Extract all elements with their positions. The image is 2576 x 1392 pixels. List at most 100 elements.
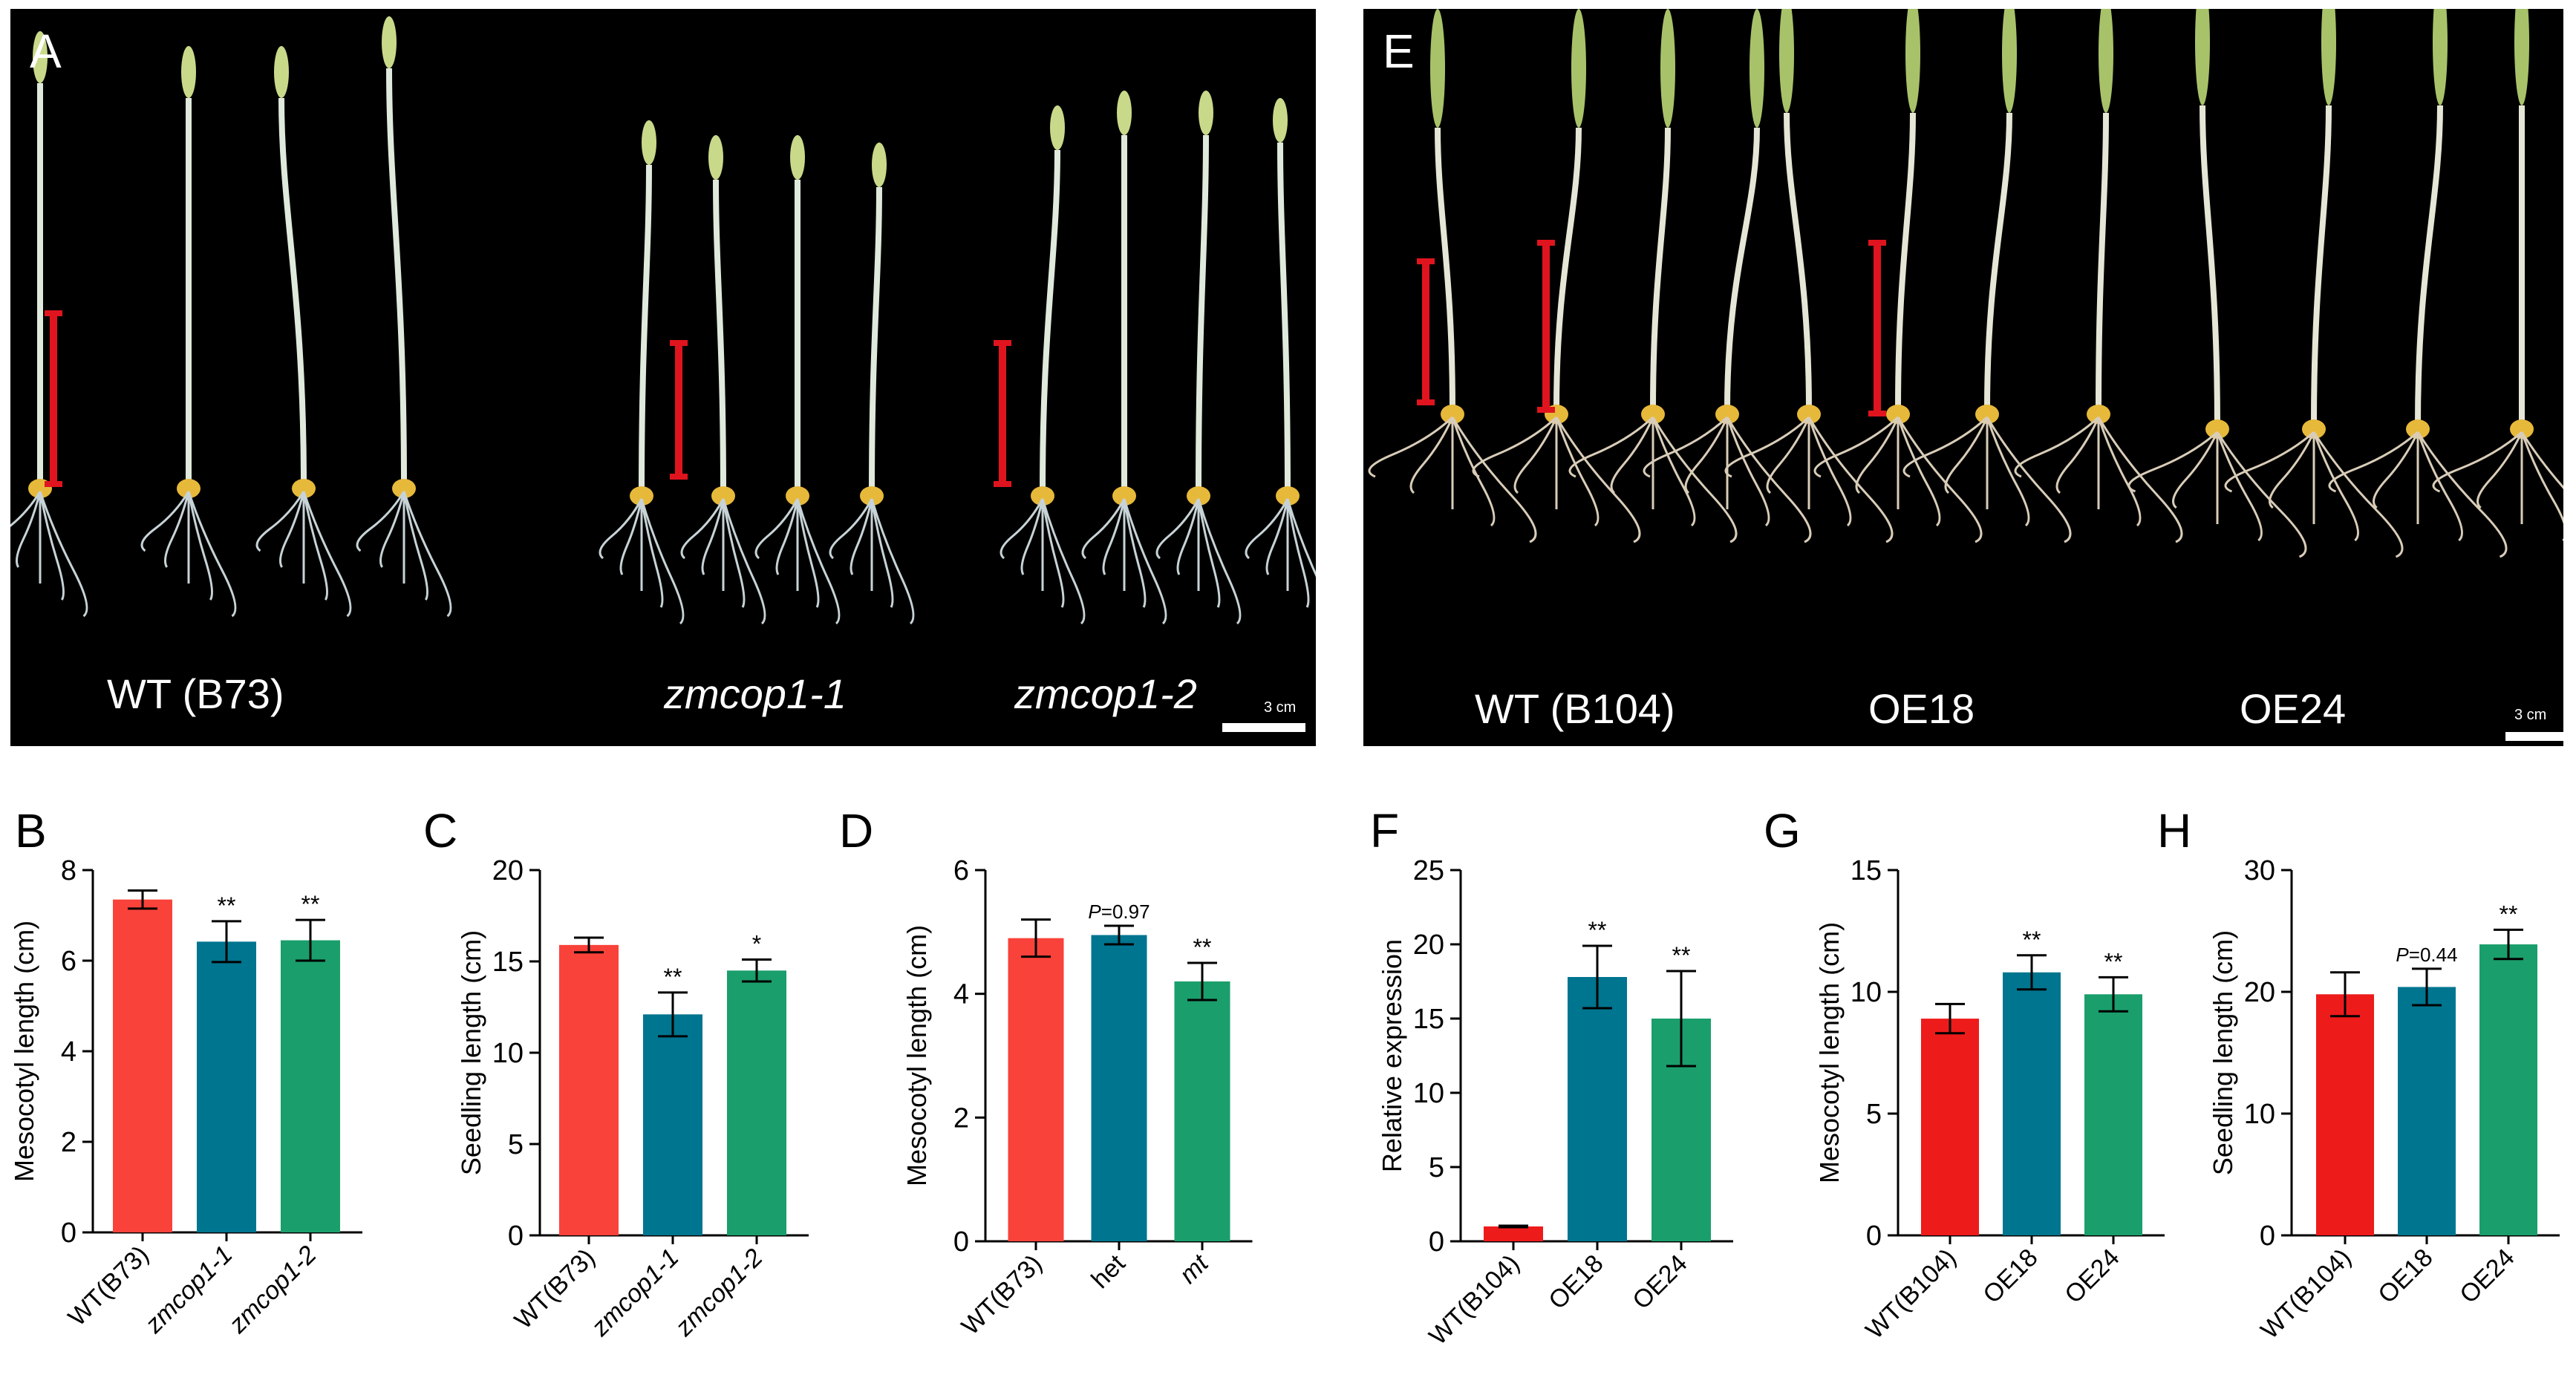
root <box>1651 416 1696 527</box>
root <box>1451 416 1537 543</box>
seedling <box>1245 98 1316 608</box>
leaf <box>33 31 48 83</box>
y-tick-label: 10 <box>1413 1078 1444 1109</box>
root <box>1265 498 1289 575</box>
root <box>1000 498 1044 560</box>
seedling <box>1081 91 1167 625</box>
y-tick-label: 10 <box>492 1038 524 1069</box>
y-tick-label: 0 <box>2260 1221 2275 1252</box>
root <box>599 498 643 560</box>
chart-h-seedling: 0 10 20 30 Seedling length (cm) WT(B104) P=0.4… <box>2208 855 2560 1344</box>
root <box>1041 498 1086 625</box>
significance-label: ** <box>218 892 236 919</box>
leaf <box>1050 105 1065 150</box>
leaf <box>382 16 397 68</box>
y-tick-label: 20 <box>2244 977 2275 1008</box>
bar <box>1091 935 1147 1241</box>
label-oe24: OE24 <box>2240 685 2347 732</box>
root <box>1472 416 1558 478</box>
seedling <box>140 46 237 618</box>
label-zmcop1-1: zmcop1-1 <box>664 670 847 717</box>
y-axis-label: Mesocotyl length (cm) <box>901 925 932 1186</box>
root <box>1643 416 1729 478</box>
stem <box>1277 142 1291 492</box>
y-tick-label: 5 <box>1866 1099 1882 1130</box>
seed <box>630 486 653 506</box>
x-category-label: WT(B104) <box>1424 1249 1525 1350</box>
seedling <box>1568 9 1738 543</box>
stem <box>869 186 882 492</box>
root <box>2014 416 2100 478</box>
chart-g-mesocotyl: 0 5 10 15 Mesocotyl length (cm) WT(B104) ** OE1… <box>1814 855 2165 1344</box>
x-category-label: WT(B104) <box>2255 1244 2356 1344</box>
seed <box>1112 486 1136 506</box>
x-category-label: het <box>1086 1249 1131 1294</box>
seed <box>786 486 809 506</box>
y-tick-label: 20 <box>492 855 524 886</box>
y-tick-label: 25 <box>1413 855 1444 886</box>
y-tick-label: 20 <box>1413 929 1444 961</box>
root <box>2224 431 2315 493</box>
root <box>640 498 685 625</box>
x-category-label: mt <box>1174 1249 1215 1290</box>
x-category-label: zmcop1-2 <box>224 1241 322 1339</box>
significance-label: ** <box>2500 901 2518 927</box>
stem <box>278 97 307 485</box>
root <box>302 491 328 601</box>
root <box>2172 431 2219 509</box>
leaf <box>1660 9 1675 128</box>
label-wt-b104: WT (B104) <box>1475 685 1675 732</box>
root <box>2416 431 2463 542</box>
root <box>1726 416 1770 527</box>
seedling <box>2014 9 2183 543</box>
root <box>1513 416 1558 494</box>
bar <box>1921 1019 1979 1235</box>
root <box>1555 416 1600 527</box>
root <box>1651 416 1738 543</box>
root <box>870 498 894 608</box>
significance-label: ** <box>301 891 320 918</box>
root <box>2097 416 2183 543</box>
root <box>850 498 873 575</box>
y-axis-label: Mesocotyl length (cm) <box>9 921 39 1182</box>
seed <box>1276 486 1300 506</box>
bar <box>1484 1226 1543 1241</box>
significance-label: ** <box>2023 927 2041 953</box>
root <box>1766 416 1810 494</box>
panel-letter-b: B <box>15 804 47 857</box>
y-tick-label: 6 <box>61 946 76 977</box>
seed <box>2087 405 2110 424</box>
root <box>187 491 213 601</box>
stem <box>1984 112 2012 411</box>
root <box>1855 416 1900 494</box>
y-tick-label: 2 <box>953 1102 969 1134</box>
stem <box>1553 127 1582 411</box>
root <box>1807 416 1894 543</box>
x-category-label: OE18 <box>1977 1244 2043 1309</box>
significance-label: * <box>752 931 761 958</box>
root <box>1102 498 1126 575</box>
seed <box>1031 486 1054 506</box>
stem <box>1435 127 1455 411</box>
root <box>1986 416 2030 527</box>
y-tick-label: 5 <box>508 1129 524 1160</box>
bar <box>2316 994 2374 1235</box>
root <box>1684 416 1729 494</box>
panel-letter-h: H <box>2157 804 2192 857</box>
bar <box>113 899 172 1232</box>
seed <box>2205 419 2229 439</box>
bar <box>1174 981 1230 1241</box>
leaf <box>1905 9 1920 113</box>
significance-label: P=0.44 <box>2396 944 2457 966</box>
seed <box>1715 405 1739 424</box>
scale-bar-a <box>1222 723 1305 732</box>
seed <box>392 479 416 498</box>
seedling <box>599 120 685 625</box>
panel-letter-d: D <box>839 804 874 857</box>
root <box>39 491 65 601</box>
root <box>302 491 352 618</box>
x-category-label: OE24 <box>2454 1244 2520 1309</box>
seedlings-illustration-e <box>1368 9 2563 558</box>
x-category-label: OE24 <box>2059 1244 2125 1309</box>
